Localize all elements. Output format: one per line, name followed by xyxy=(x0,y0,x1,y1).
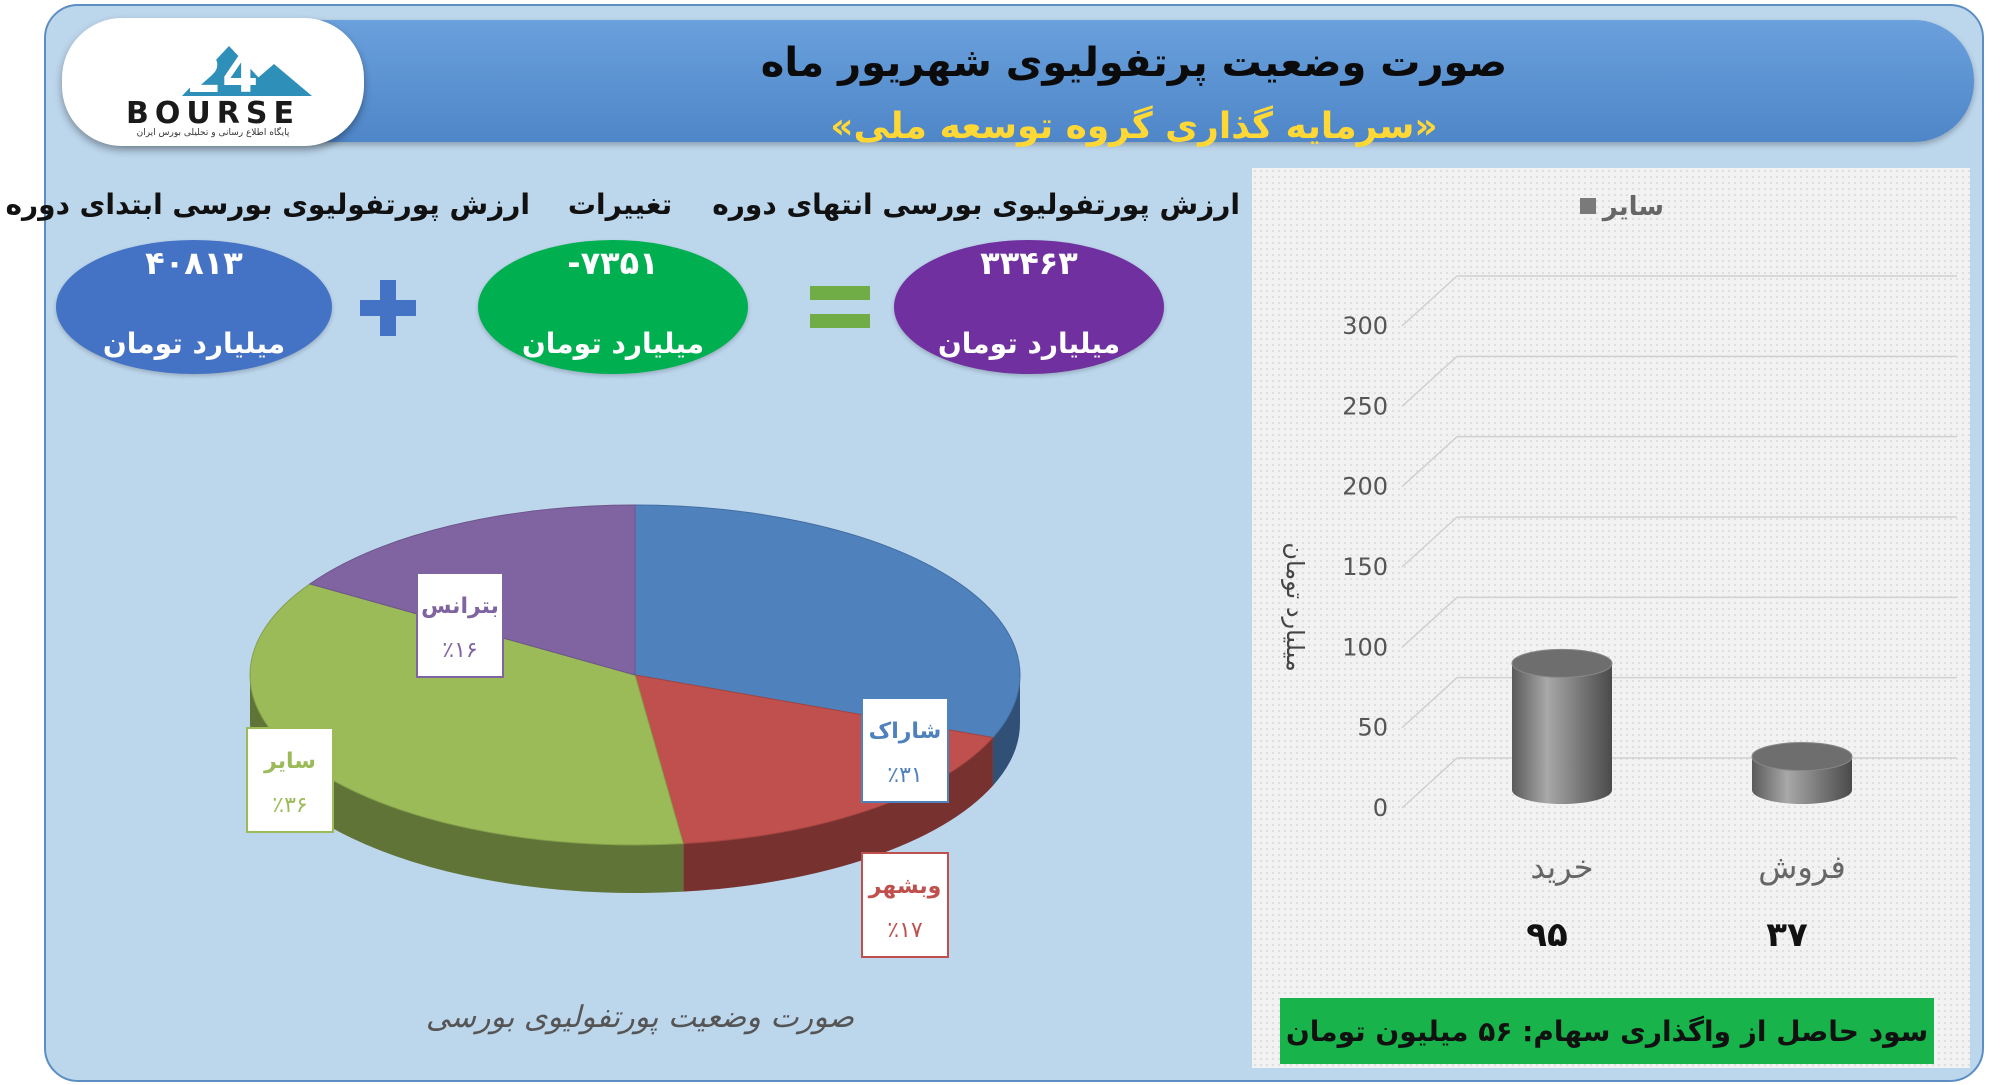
bar-فروش xyxy=(1751,742,1853,804)
pie-slice-side xyxy=(250,675,684,893)
pie-label-box xyxy=(416,572,504,678)
logo-mark-icon: 24 xyxy=(182,45,312,105)
page-title: صورت وضعیت پرتفولیوی شهریور ماه xyxy=(760,40,1508,86)
pie-slice-side xyxy=(683,737,993,892)
y-axis-label: میلیارد تومان xyxy=(1281,542,1309,671)
y-tick-label: 50 xyxy=(1357,714,1388,742)
bar-خرید xyxy=(1511,648,1613,804)
pie-label-value: ٪۱۷ xyxy=(887,918,923,943)
pie-label-value: ٪۳۱ xyxy=(887,763,922,788)
pie-slice-side xyxy=(992,675,1020,786)
end-value: ۳۳۴۶۳ xyxy=(980,244,1078,282)
y-tick-label: 200 xyxy=(1342,473,1388,501)
x-category-label: فروش xyxy=(1758,848,1845,886)
pie-label-box xyxy=(861,852,949,958)
legend-label: سایر xyxy=(1601,192,1664,222)
change-label: تغییرات xyxy=(567,188,673,221)
start-value-label: ارزش پورتفولیوی بورسی ابتدای دوره xyxy=(5,188,530,221)
start-value: ۴۰۸۱۳ xyxy=(145,244,243,282)
header-banner: صورت وضعیت پرتفولیوی شهریور ماه «سرمایه … xyxy=(74,20,1974,147)
pie-label-name: سایر xyxy=(263,749,316,774)
pie-label-box xyxy=(246,727,334,833)
change-value: -۷۳۵۱ xyxy=(567,244,659,282)
logo-text: BOURSE xyxy=(126,96,300,131)
y-tick-label: 0 xyxy=(1373,794,1388,822)
bar-chart-panel xyxy=(1252,168,1970,1068)
pie-label-box xyxy=(861,697,949,803)
svg-text:24: 24 xyxy=(186,45,258,105)
logo-tagline: پایگاه اطلاع رسانی و تحلیلی بورس ایران xyxy=(136,128,290,138)
legend-swatch xyxy=(1580,198,1596,214)
page-subtitle: «سرمایه گذاری گروه توسعه ملی» xyxy=(830,106,1438,147)
gridline-side xyxy=(1401,596,1458,648)
end-value-unit: میلیارد تومان xyxy=(937,327,1121,360)
pie-slice-وبشهر xyxy=(634,674,994,845)
pie-label-name: وبشهر xyxy=(868,874,942,899)
profit-banner: سود حاصل از واگذاری سهام: ۵۶ میلیون توما… xyxy=(1280,998,1934,1064)
bar-top xyxy=(1751,742,1853,772)
pie-label-value: ٪۱۶ xyxy=(442,638,477,663)
gridline-side xyxy=(1401,436,1458,488)
bar-body xyxy=(1512,663,1612,804)
gridline-side xyxy=(1401,275,1458,327)
portfolio-pie-chart: شاراک ٪۳۱ وبشهر ٪۱۷ سایر ٪۳۶ بترانس ٪۱۶ xyxy=(246,504,1021,958)
y-tick-label: 300 xyxy=(1342,312,1388,340)
y-tick-label: 100 xyxy=(1342,633,1388,661)
bar-amount-label: ۳۷ xyxy=(1766,915,1808,955)
y-tick-label: 150 xyxy=(1342,553,1388,581)
pie-label: وبشهر ٪۱۷ xyxy=(861,852,949,958)
change-unit: میلیارد تومان xyxy=(521,327,705,360)
pie-label: سایر ٪۳۶ xyxy=(246,727,334,833)
pie-slice-شاراک xyxy=(634,504,1021,739)
pie-label-value: ٪۳۶ xyxy=(272,793,307,818)
start-value-unit: میلیارد تومان xyxy=(102,327,286,360)
y-tick-label: 250 xyxy=(1342,392,1388,420)
bourse-logo: 24 BOURSE پایگاه اطلاع رسانی و تحلیلی بو… xyxy=(62,18,364,146)
x-category-label: خرید xyxy=(1530,848,1593,886)
pie-label-name: شاراک xyxy=(869,719,942,744)
plus-icon xyxy=(360,280,416,336)
buy-sell-bar-chart: 0 50 100 150 200 250 300 میلیارد تومان سایر خرید ۹… xyxy=(1281,192,1957,955)
start-value-ellipse: ۴۰۸۱۳ میلیارد تومان xyxy=(56,240,332,374)
bar-top xyxy=(1511,648,1613,678)
pie-label-name: بترانس xyxy=(421,594,499,619)
end-value-label: ارزش پورتفولیوی بورسی انتهای دوره xyxy=(712,188,1240,221)
equals-icon xyxy=(810,286,870,328)
gridline-side xyxy=(1401,516,1458,568)
gridline-side xyxy=(1401,355,1458,407)
pie-label: شاراک ٪۳۱ xyxy=(861,697,949,803)
change-ellipse: -۷۳۵۱ میلیارد تومان xyxy=(478,240,748,374)
pie-label: بترانس ٪۱۶ xyxy=(416,572,504,678)
pie-caption: صورت وضعیت پورتفولیوی بورسی xyxy=(425,1000,855,1035)
bar-amount-label: ۹۵ xyxy=(1526,915,1568,955)
gridline-side xyxy=(1401,677,1458,729)
end-value-ellipse: ۳۳۴۶۳ میلیارد تومان xyxy=(894,240,1164,374)
gridline-side xyxy=(1401,757,1458,809)
